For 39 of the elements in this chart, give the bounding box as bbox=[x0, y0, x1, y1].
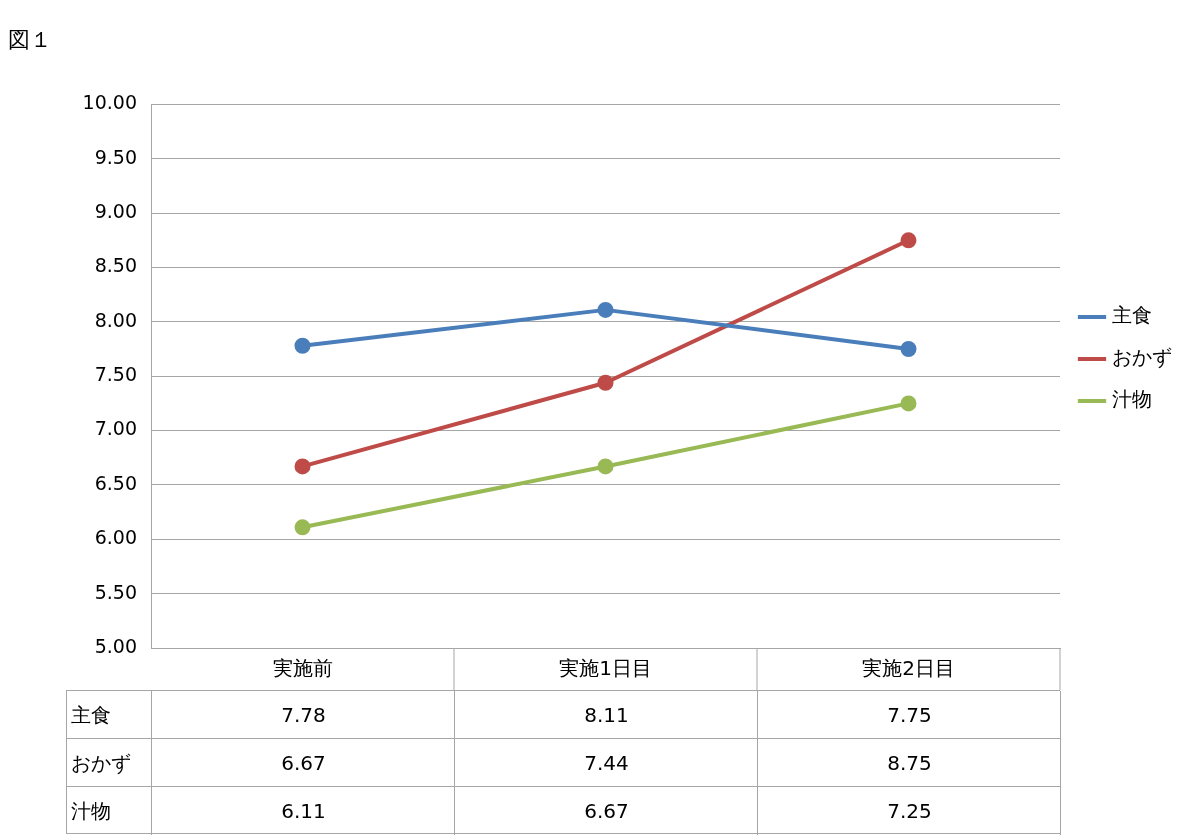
y-tick-label: 9.50 bbox=[94, 145, 137, 168]
point bbox=[900, 232, 917, 249]
data-label: 7.75 bbox=[886, 702, 933, 729]
data-label: 7.25 bbox=[886, 798, 933, 825]
y-tick-label: 5.00 bbox=[94, 634, 137, 657]
y-tick-label: 8.50 bbox=[94, 254, 137, 277]
data-label: 6.67 bbox=[280, 750, 327, 777]
y-tick-label: 7.00 bbox=[94, 417, 137, 440]
legend-label: おかず bbox=[1112, 345, 1172, 370]
point bbox=[597, 458, 614, 475]
point bbox=[294, 519, 311, 536]
data-label: 8.75 bbox=[886, 750, 933, 777]
text: 汁物 bbox=[71, 799, 111, 823]
text: 主食 bbox=[71, 703, 111, 727]
data-label: 6.11 bbox=[280, 798, 327, 825]
chart-title: 図１ bbox=[8, 26, 52, 52]
data-label: 7.44 bbox=[583, 750, 630, 777]
text: おかず bbox=[71, 751, 131, 775]
y-tick-label: 10.00 bbox=[82, 91, 137, 114]
y-tick-label: 6.00 bbox=[94, 526, 137, 549]
point bbox=[900, 341, 917, 358]
point bbox=[597, 374, 614, 391]
y-tick-label: 9.00 bbox=[94, 200, 137, 223]
y-tick-label: 5.50 bbox=[94, 580, 137, 603]
data-label: 8.11 bbox=[583, 702, 630, 729]
point bbox=[294, 337, 311, 354]
y-tick-label: 7.50 bbox=[94, 363, 137, 386]
x-tick-label: 実施前 bbox=[272, 656, 333, 681]
point bbox=[900, 395, 917, 412]
point bbox=[597, 301, 614, 318]
y-tick-label: 8.00 bbox=[94, 308, 137, 331]
x-tick-label: 実施2日目 bbox=[862, 656, 955, 681]
x-tick-label: 実施1日目 bbox=[559, 656, 652, 681]
y-tick-label: 6.50 bbox=[94, 471, 137, 494]
legend-label: 主食 bbox=[1112, 303, 1152, 328]
point bbox=[294, 458, 311, 475]
data-label: 7.78 bbox=[280, 702, 327, 729]
legend-label: 汁物 bbox=[1112, 387, 1152, 412]
data-label: 6.67 bbox=[583, 798, 630, 825]
